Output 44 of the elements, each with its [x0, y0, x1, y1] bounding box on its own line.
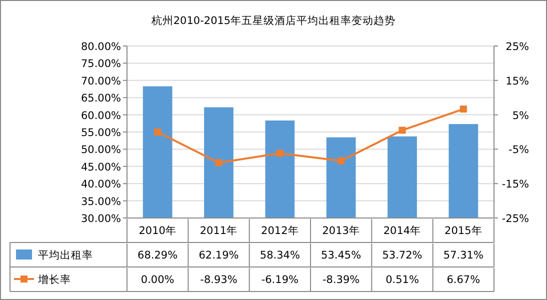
x-tick-label: 2012年: [261, 225, 299, 237]
data-label: 53.45%: [321, 250, 362, 262]
data-label: 57.31%: [443, 250, 484, 262]
data-label: 62.19%: [198, 250, 239, 262]
point: [338, 157, 345, 164]
x-tick-label: 2010年: [138, 225, 176, 237]
x-tick-label: 2011年: [200, 225, 238, 237]
y2-tick-label: -15%: [502, 178, 530, 191]
y-tick-label: 30.00%: [80, 213, 122, 225]
x-tick-label: 2014年: [383, 225, 422, 237]
data-label: 0.51%: [386, 274, 419, 286]
y2-tick-label: 15%: [506, 75, 530, 88]
y-tick-label: 80.00%: [80, 41, 122, 53]
y2-tick-label: 25%: [506, 41, 530, 53]
data-label: -8.39%: [322, 274, 360, 286]
legend-label: 增长率: [37, 273, 71, 286]
x-tick-label: 2013年: [322, 225, 360, 237]
point: [276, 150, 284, 157]
y-tick-label: 45.00%: [80, 161, 122, 174]
y2-tick-label: 5%: [512, 110, 530, 122]
legend-label: 平均出租率: [38, 248, 93, 262]
data-label: -8.93%: [200, 274, 238, 286]
y-tick-label: 40.00%: [80, 178, 122, 191]
point: [460, 106, 467, 113]
x-tick-label: 2015年: [444, 225, 482, 237]
y2-tick-label: -25%: [502, 213, 530, 225]
data-label: 53.72%: [382, 250, 422, 262]
data-label: 68.29%: [138, 250, 178, 262]
y-tick-label: 75.00%: [80, 58, 122, 70]
data-label: 58.34%: [260, 250, 300, 262]
point: [398, 126, 406, 134]
y-tick-label: 60.00%: [80, 110, 122, 122]
y-tick-label: 35.00%: [80, 196, 122, 208]
y2-tick-label: -5%: [508, 144, 530, 156]
point: [215, 159, 222, 166]
chart-title: 杭州2010-2015年五星级酒店平均出租率变动趋势: [150, 14, 396, 27]
point: [154, 128, 162, 136]
data-label: 0.00%: [140, 274, 174, 286]
data-label: -6.19%: [261, 274, 299, 286]
data-label: 6.67%: [446, 274, 480, 286]
y-tick-label: 55.00%: [80, 127, 122, 139]
y-tick-label: 65.00%: [80, 92, 122, 105]
y-tick-label: 50.00%: [80, 144, 122, 156]
y-tick-label: 70.00%: [80, 75, 122, 88]
